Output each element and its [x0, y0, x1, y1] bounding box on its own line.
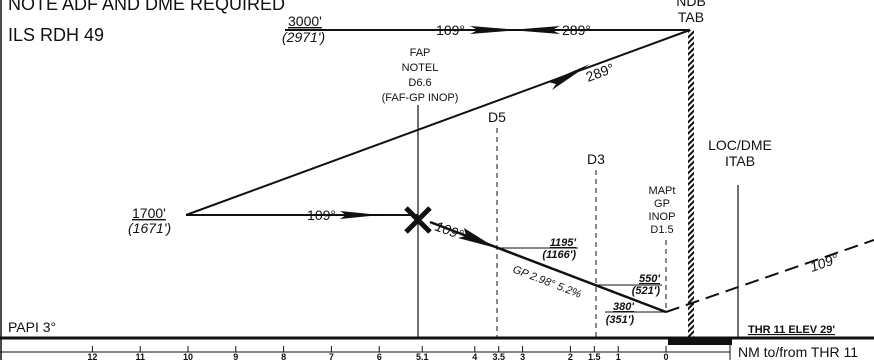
- ndb-line: [688, 30, 694, 338]
- scale-label: 8: [281, 352, 286, 360]
- alt: 1700': [132, 205, 166, 221]
- scale-label: 10: [183, 352, 193, 360]
- fix: D3: [587, 151, 605, 167]
- loc-ident: ITAB: [725, 153, 755, 169]
- alt: 1195': [550, 237, 577, 249]
- mapt-text: GP: [654, 198, 670, 210]
- fap-text: (FAF-GP INOP): [382, 92, 459, 104]
- ndb-label: NDB: [676, 0, 706, 9]
- scale-label: 3: [520, 352, 525, 360]
- arrow-out: [470, 26, 520, 34]
- scale-caption: NM to/from THR 11: [738, 344, 858, 360]
- height: (1671'): [128, 220, 171, 236]
- gp-label: GP 2.98° 5.2%: [511, 264, 583, 301]
- mapt-text: INOP: [649, 211, 676, 223]
- arrow-in: [510, 26, 560, 34]
- scale-label: 3.5: [492, 352, 505, 360]
- track: 109°: [808, 250, 841, 275]
- papi: PAPI 3°: [8, 319, 56, 335]
- scale-label: 6: [377, 352, 382, 360]
- track: 109°: [433, 218, 466, 243]
- scale-label: 2: [568, 352, 573, 360]
- fap-text: NOTEL: [402, 62, 439, 74]
- scale-label: 4: [472, 352, 477, 360]
- track: 109°: [307, 207, 336, 223]
- ndb-ident: TAB: [678, 9, 704, 25]
- height: (521'): [632, 285, 661, 297]
- loc-label: LOC/DME: [708, 137, 772, 153]
- fap-cross: [404, 206, 432, 234]
- note: NOTE ADF AND DME REQUIRED: [8, 0, 285, 14]
- scale-label: 0: [663, 352, 668, 360]
- alt: 3000': [288, 13, 322, 29]
- glide-path: [429, 220, 667, 314]
- height: (2971'): [282, 29, 325, 45]
- descent-line: [185, 29, 691, 216]
- alt: 380': [613, 301, 634, 313]
- mapt-text: MAPt: [649, 185, 676, 197]
- height: (351'): [606, 314, 635, 326]
- scale-label: 9: [233, 352, 238, 360]
- fix: D5: [488, 109, 506, 125]
- arrow-gp: [458, 228, 496, 248]
- scale-label: 12: [87, 352, 97, 360]
- scale-label: 5.1: [416, 352, 429, 360]
- scale-label: 7: [329, 352, 334, 360]
- track: 289°: [562, 22, 591, 38]
- height: (1166'): [542, 249, 576, 261]
- runway: [668, 338, 732, 345]
- missed-approach: [665, 239, 874, 313]
- track: 289°: [584, 60, 617, 85]
- scale-label: 1.5: [588, 352, 601, 360]
- scale-label: 11: [135, 352, 145, 360]
- threshold: THR 11 ELEV 29': [748, 324, 835, 336]
- arrow-int: [340, 211, 380, 219]
- arrow-descent: [548, 64, 590, 90]
- track: 109°: [436, 22, 465, 38]
- mapt-text: D1.5: [650, 224, 673, 236]
- ils-rdh: ILS RDH 49: [8, 25, 104, 45]
- fap-text: D6.6: [408, 77, 431, 89]
- scale: 12 11 10 9 8 7 6 5.1 4 3.5 3 2 1.5 1 0: [87, 346, 669, 360]
- fap-text: FAP: [410, 47, 431, 59]
- alt: 550': [639, 273, 660, 285]
- scale-label: 1: [616, 352, 621, 360]
